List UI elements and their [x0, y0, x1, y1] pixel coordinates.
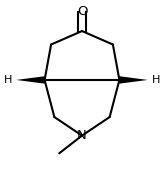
Text: N: N [77, 129, 87, 142]
Text: O: O [77, 5, 87, 18]
Text: H: H [4, 75, 12, 85]
Polygon shape [16, 76, 45, 84]
Polygon shape [119, 76, 148, 84]
Text: H: H [152, 75, 160, 85]
